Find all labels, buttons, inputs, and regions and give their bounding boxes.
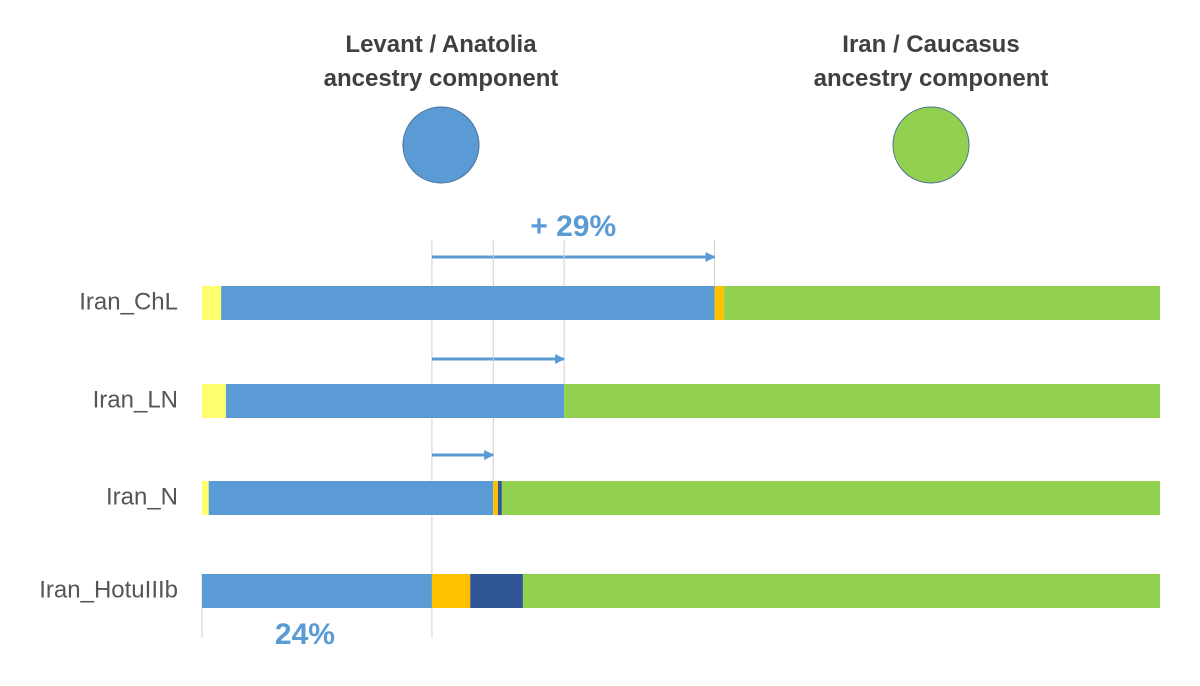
- annotation: 24%: [275, 618, 335, 651]
- bar-segment: [501, 481, 1160, 515]
- bar-segment: [564, 384, 1160, 418]
- bar-segment: [714, 286, 725, 320]
- bar-segment: [202, 481, 209, 515]
- category-label: Iran_HotuIIIb: [39, 576, 178, 603]
- legend-label: Iran / Caucasus ancestry component: [813, 31, 1049, 92]
- bar-segment: [470, 574, 523, 608]
- bar-segment: [221, 286, 715, 320]
- bar-segment: [498, 481, 502, 515]
- bar-segment: [724, 286, 1160, 320]
- category-label: Iran_N: [106, 483, 178, 510]
- bar-segment: [202, 574, 432, 608]
- bar-segment: [431, 574, 471, 608]
- bar-segment: [493, 481, 499, 515]
- annotation: + 29%: [530, 210, 616, 243]
- legend-swatch: [402, 106, 480, 184]
- legend-label: Levant / Anatolia ancestry component: [323, 31, 559, 92]
- bar-segment: [522, 574, 1160, 608]
- bar-segment: [208, 481, 494, 515]
- legend-swatch: [892, 106, 970, 184]
- bar-segment: [202, 286, 222, 320]
- category-label: Iran_LN: [93, 386, 178, 413]
- bar-segment: [225, 384, 565, 418]
- category-label: Iran_ChL: [79, 288, 178, 315]
- bar-segment: [202, 384, 226, 418]
